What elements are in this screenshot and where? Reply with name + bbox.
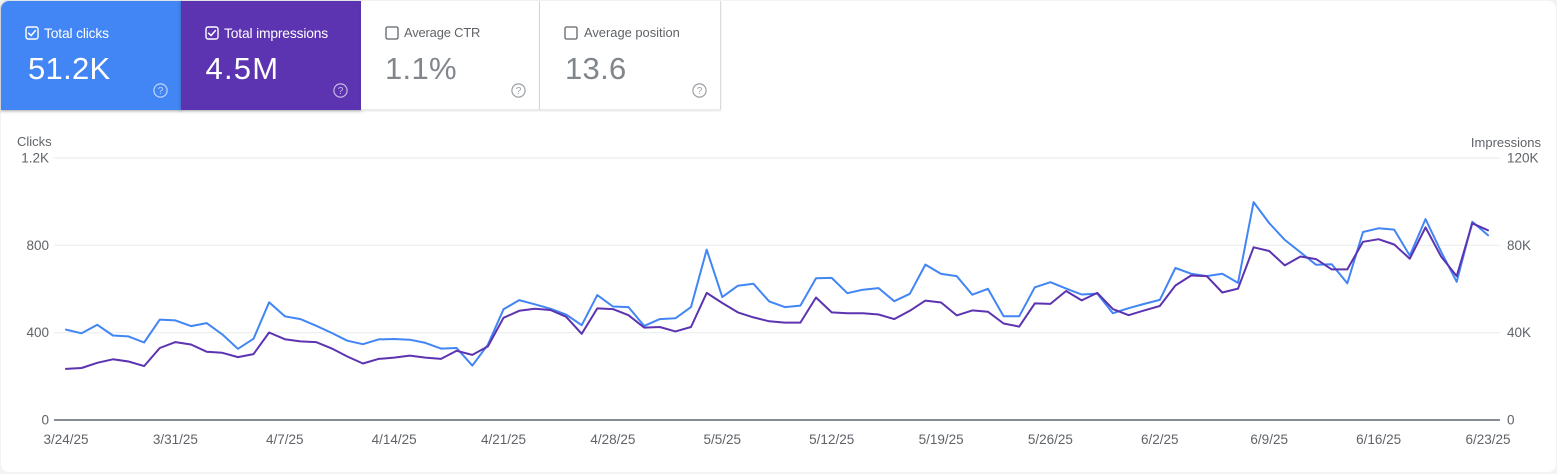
svg-text:4/28/25: 4/28/25 (590, 432, 635, 447)
svg-text:4/21/25: 4/21/25 (481, 432, 526, 447)
svg-text:4/7/25: 4/7/25 (266, 432, 304, 447)
svg-text:120K: 120K (1507, 151, 1539, 166)
svg-text:6/2/25: 6/2/25 (1141, 432, 1179, 447)
svg-text:6/16/25: 6/16/25 (1356, 432, 1401, 447)
svg-text:3/31/25: 3/31/25 (153, 432, 198, 447)
svg-text:Clicks: Clicks (17, 134, 52, 149)
svg-text:400: 400 (26, 325, 49, 340)
svg-text:1.2K: 1.2K (21, 151, 49, 166)
svg-text:6/23/25: 6/23/25 (1465, 432, 1510, 447)
svg-text:?: ? (338, 86, 344, 97)
svg-text:80K: 80K (1507, 238, 1531, 253)
svg-text:4/14/25: 4/14/25 (372, 432, 417, 447)
svg-text:Impressions: Impressions (1471, 135, 1542, 150)
svg-text:5/5/25: 5/5/25 (704, 432, 742, 447)
svg-text:5/26/25: 5/26/25 (1028, 432, 1073, 447)
svg-text:0: 0 (41, 413, 49, 428)
svg-text:6/9/25: 6/9/25 (1250, 432, 1288, 447)
svg-text:800: 800 (26, 238, 49, 253)
svg-text:?: ? (516, 86, 522, 97)
svg-text:3/24/25: 3/24/25 (43, 432, 88, 447)
svg-text:0: 0 (1507, 413, 1515, 428)
svg-text:?: ? (697, 86, 703, 97)
svg-text:?: ? (158, 86, 164, 97)
svg-text:5/19/25: 5/19/25 (919, 432, 964, 447)
svg-text:5/12/25: 5/12/25 (809, 432, 854, 447)
svg-text:40K: 40K (1507, 325, 1531, 340)
